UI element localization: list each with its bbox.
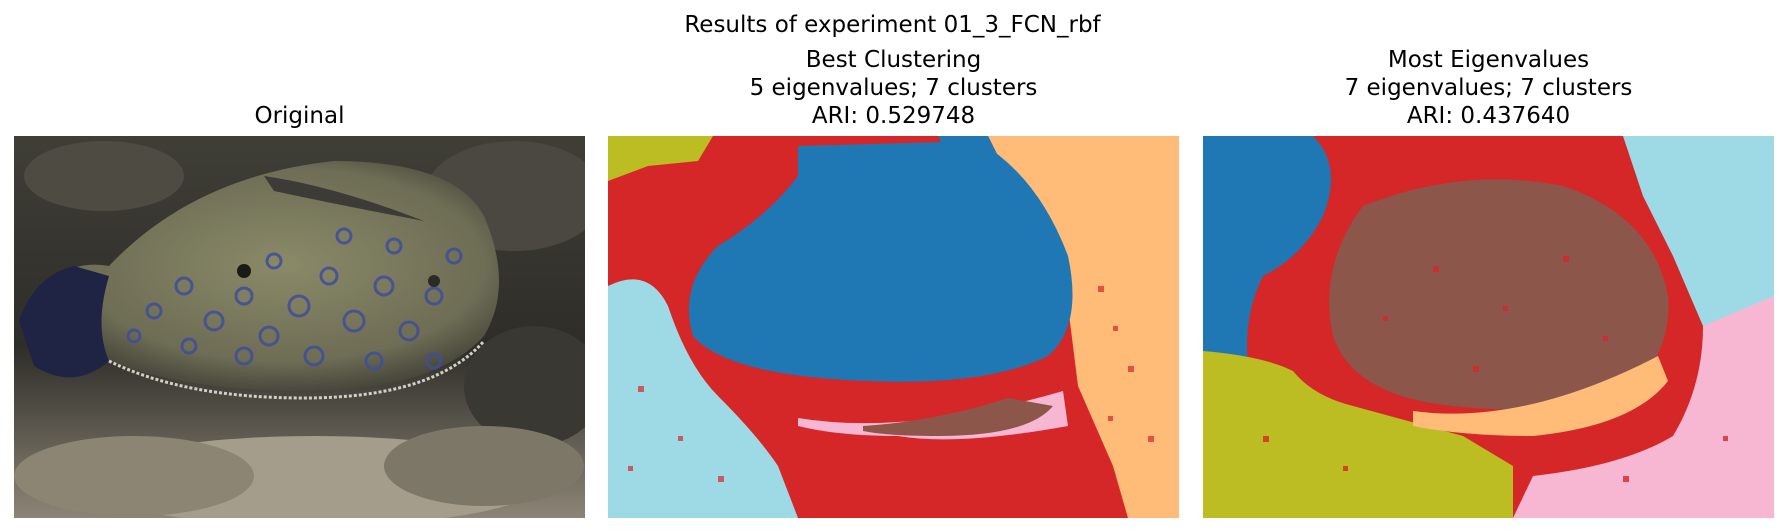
panel-most-title-line-2: 7 eigenvalues; 7 clusters [1344,75,1633,101]
panel-original-title: Original [14,102,585,130]
best-clustering-segmentation [608,136,1179,518]
original-photo [14,136,585,518]
panel-best-title-line-3: ARI: 0.529748 [811,103,976,129]
panel-most-title-line-1: Most Eigenvalues [1387,47,1590,73]
segmentation-map-icon [1203,136,1774,518]
most-eigenvalues-segmentation [1203,136,1774,518]
panel-best-title-line-2: 5 eigenvalues; 7 clusters [749,75,1038,101]
panel-best-title-line-1: Best Clustering [805,47,982,73]
figure-title: Results of experiment 01_3_FCN_rbf [684,12,1101,38]
panel-original-title-line: Original [254,103,345,129]
panel-most-title-line-3: ARI: 0.437640 [1406,103,1571,129]
flatfish-photo-icon [14,136,585,518]
segmentation-map-icon [608,136,1179,518]
panel-best-title: Best Clustering 5 eigenvalues; 7 cluster… [608,46,1179,130]
panel-most-title: Most Eigenvalues 7 eigenvalues; 7 cluste… [1203,46,1774,130]
